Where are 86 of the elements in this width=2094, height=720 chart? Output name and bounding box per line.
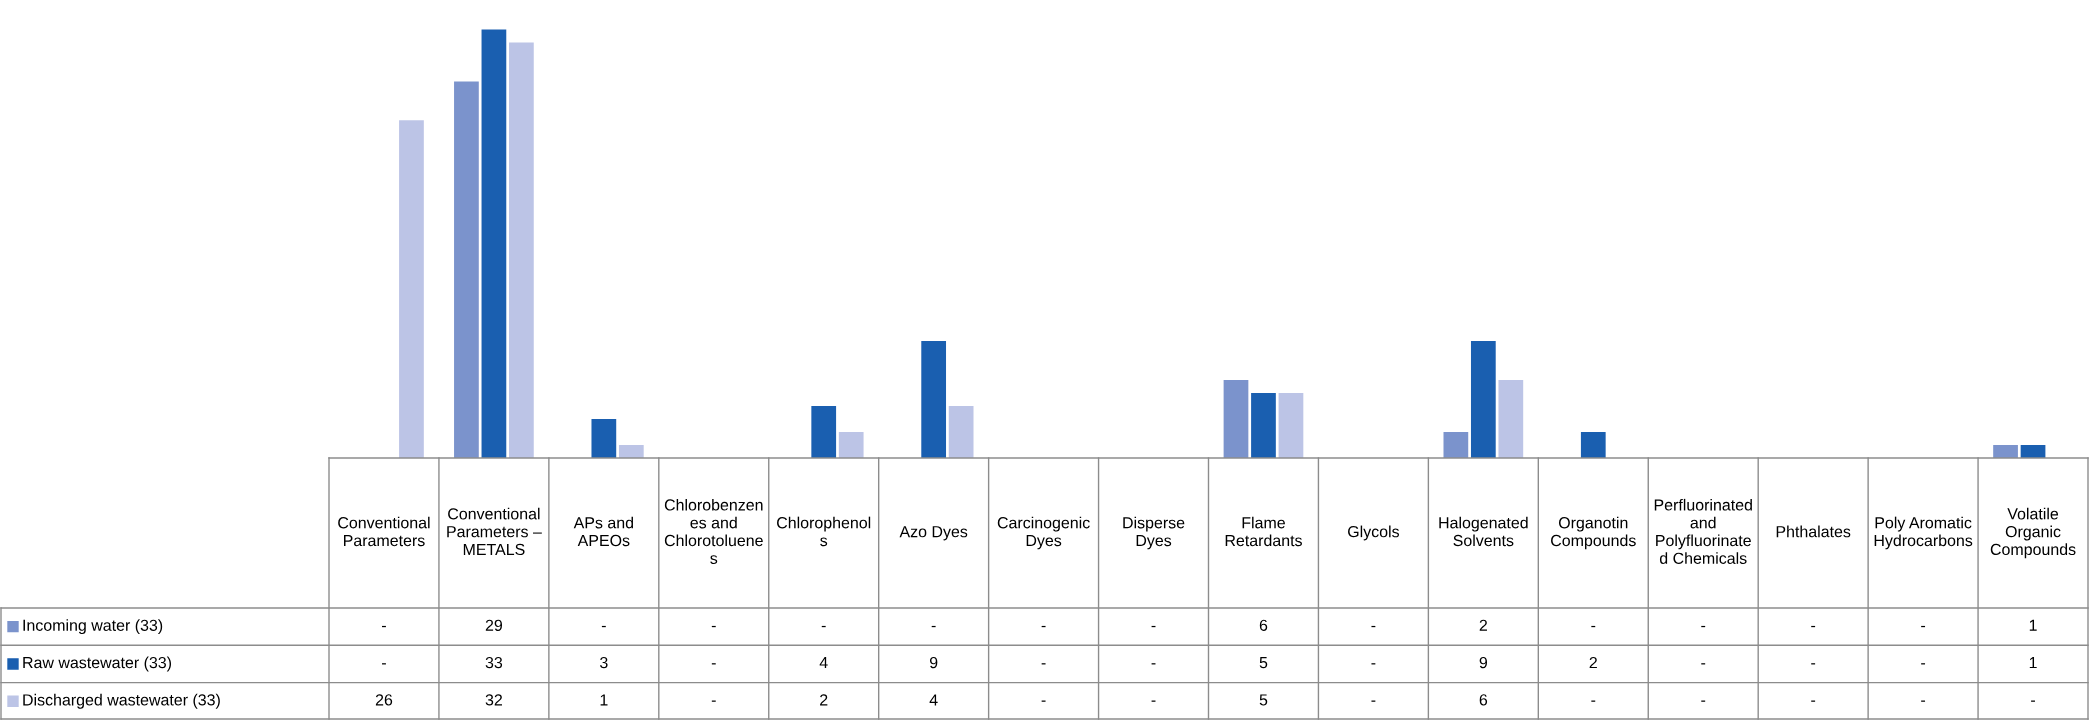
text: - xyxy=(711,663,716,665)
text: - xyxy=(1151,663,1156,665)
text: - xyxy=(601,625,606,628)
text: - xyxy=(1921,625,1926,628)
legend-label: Discharged wastewater (33) xyxy=(23,693,220,709)
data-label: 6 xyxy=(1259,619,1268,631)
text: - xyxy=(1041,663,1046,665)
bar xyxy=(1278,393,1304,458)
x-tick-label: Halogenated Solvents xyxy=(1439,516,1528,547)
bar xyxy=(509,42,534,458)
bar xyxy=(1498,380,1524,458)
bar xyxy=(454,81,479,458)
x-tick-label: Chlorophenols xyxy=(777,516,871,547)
x-tick-label: Conventional Parameters xyxy=(338,516,430,547)
bar xyxy=(1251,393,1276,458)
legend-label: Incoming water (33) xyxy=(23,619,163,635)
text: - xyxy=(711,700,716,702)
x-tick-label: Glycols xyxy=(1348,525,1400,541)
x-tick-label: Disperse Dyes xyxy=(1123,516,1185,550)
bar xyxy=(811,406,837,458)
text: - xyxy=(1151,700,1156,702)
text: - xyxy=(1591,625,1596,628)
data-label: 29 xyxy=(485,619,503,631)
data-label: 9 xyxy=(929,656,938,669)
data-label: 1 xyxy=(2029,619,2037,631)
text: - xyxy=(1371,700,1376,702)
data-label: 26 xyxy=(375,694,393,706)
data-label: 5 xyxy=(1259,694,1268,706)
data-label: 2 xyxy=(820,694,828,706)
text: - xyxy=(1701,663,1706,665)
text: - xyxy=(1371,663,1376,665)
bar xyxy=(2020,445,2046,458)
text: - xyxy=(821,625,826,628)
text: - xyxy=(711,625,716,628)
text: - xyxy=(1371,625,1376,628)
data-label: 4 xyxy=(819,657,828,669)
text: - xyxy=(1591,700,1596,702)
data-label: 9 xyxy=(1479,656,1488,669)
text: - xyxy=(1811,625,1816,628)
x-tick-label: Carcinogenic Dyes xyxy=(997,516,1090,550)
legend-label: Raw wastewater (33) xyxy=(23,656,172,672)
data-label: 6 xyxy=(1479,694,1488,706)
bar xyxy=(948,406,974,458)
bar xyxy=(399,120,424,458)
text: - xyxy=(1921,700,1926,702)
x-tick-label: Phthalates xyxy=(1776,525,1851,538)
x-tick-label: Volatile Organic Compounds xyxy=(1990,507,2076,559)
data-label: 32 xyxy=(485,694,502,706)
bar xyxy=(1470,341,1496,458)
text: - xyxy=(1811,663,1816,665)
text: - xyxy=(931,625,936,628)
text: - xyxy=(382,625,386,628)
text: - xyxy=(1041,625,1046,628)
text: - xyxy=(382,663,386,665)
bar xyxy=(1993,445,2018,458)
bar xyxy=(1580,432,1606,458)
text: - xyxy=(1151,625,1156,628)
x-tick-label: APs and APEOs xyxy=(573,516,634,547)
x-tick-label: Azo Dyes xyxy=(899,526,968,541)
text: - xyxy=(1041,700,1046,702)
data-label: 2 xyxy=(1589,656,1597,669)
text: - xyxy=(1811,700,1816,702)
data-label: 2 xyxy=(1479,619,1487,631)
text: - xyxy=(2031,700,2035,702)
x-tick-label: Chlorobenzenes and Chlorotoluenes xyxy=(664,498,763,564)
bar xyxy=(591,419,617,458)
data-label: 3 xyxy=(600,656,608,669)
x-tick-label: Perfluorinated and Polyfluorinated Chemicals xyxy=(1654,498,1752,564)
data-label: 33 xyxy=(485,656,503,669)
bar xyxy=(921,341,947,458)
data-label: 1 xyxy=(2029,657,2037,669)
bar xyxy=(1223,380,1249,458)
x-tick-label: Flame Retardants xyxy=(1225,516,1302,547)
data-label: 4 xyxy=(929,694,938,706)
bar xyxy=(618,445,644,458)
text: - xyxy=(1701,625,1706,628)
bar xyxy=(1443,432,1469,458)
bar xyxy=(481,29,507,458)
bar xyxy=(838,432,864,458)
data-label: 5 xyxy=(1259,657,1268,669)
x-tick-label: Organotin Compounds xyxy=(1551,516,1636,550)
data-label: 1 xyxy=(600,694,608,706)
x-tick-label: Conventional Parameters – METALS xyxy=(447,507,542,556)
text: - xyxy=(1701,700,1706,702)
text: - xyxy=(1921,663,1926,665)
x-tick-label: Poly Aromatic Hydrocarbons xyxy=(1874,516,1973,550)
